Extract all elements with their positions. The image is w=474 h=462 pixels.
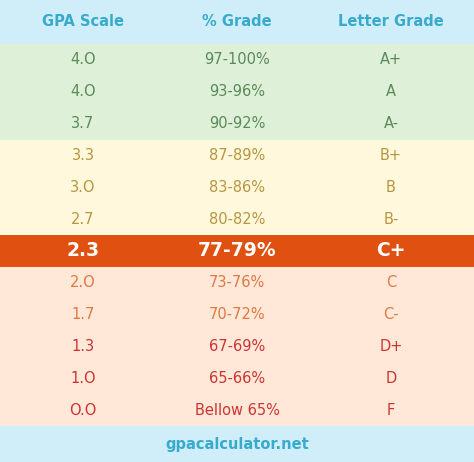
Text: D: D: [385, 371, 397, 386]
Text: 1.O: 1.O: [70, 371, 96, 386]
Text: 3.7: 3.7: [71, 116, 95, 131]
Text: 65-66%: 65-66%: [209, 371, 265, 386]
Text: B: B: [386, 180, 396, 195]
Text: 90-92%: 90-92%: [209, 116, 265, 131]
Text: C: C: [386, 275, 396, 290]
Text: A+: A+: [380, 52, 402, 67]
Text: A-: A-: [383, 116, 399, 131]
Text: 73-76%: 73-76%: [209, 275, 265, 290]
Text: 2.7: 2.7: [71, 212, 95, 226]
Text: 70-72%: 70-72%: [209, 307, 265, 322]
Bar: [0, 235, 474, 267]
Text: F: F: [387, 402, 395, 418]
Bar: [0, 267, 474, 426]
Text: 1.3: 1.3: [72, 339, 94, 354]
Text: GPA Scale: GPA Scale: [42, 14, 124, 30]
Text: 87-89%: 87-89%: [209, 148, 265, 163]
Text: 4.O: 4.O: [70, 52, 96, 67]
Text: % Grade: % Grade: [202, 14, 272, 30]
Text: B+: B+: [380, 148, 402, 163]
Text: 83-86%: 83-86%: [209, 180, 265, 195]
Text: D+: D+: [379, 339, 403, 354]
Text: 93-96%: 93-96%: [209, 84, 265, 99]
Bar: [0, 44, 474, 140]
Text: O.O: O.O: [69, 402, 97, 418]
Text: gpacalculator.net: gpacalculator.net: [165, 437, 309, 451]
Text: 80-82%: 80-82%: [209, 212, 265, 226]
Text: B-: B-: [383, 212, 399, 226]
Text: 2.O: 2.O: [70, 275, 96, 290]
Text: 97-100%: 97-100%: [204, 52, 270, 67]
Text: 4.O: 4.O: [70, 84, 96, 99]
Text: Letter Grade: Letter Grade: [338, 14, 444, 30]
Text: C+: C+: [376, 242, 406, 261]
Text: Bellow 65%: Bellow 65%: [194, 402, 280, 418]
Text: 1.7: 1.7: [71, 307, 95, 322]
Text: 77-79%: 77-79%: [198, 242, 276, 261]
Text: 3.O: 3.O: [70, 180, 96, 195]
Text: 67-69%: 67-69%: [209, 339, 265, 354]
Text: 3.3: 3.3: [72, 148, 94, 163]
Text: A: A: [386, 84, 396, 99]
Text: C-: C-: [383, 307, 399, 322]
Bar: [0, 140, 474, 235]
Text: 2.3: 2.3: [66, 242, 100, 261]
